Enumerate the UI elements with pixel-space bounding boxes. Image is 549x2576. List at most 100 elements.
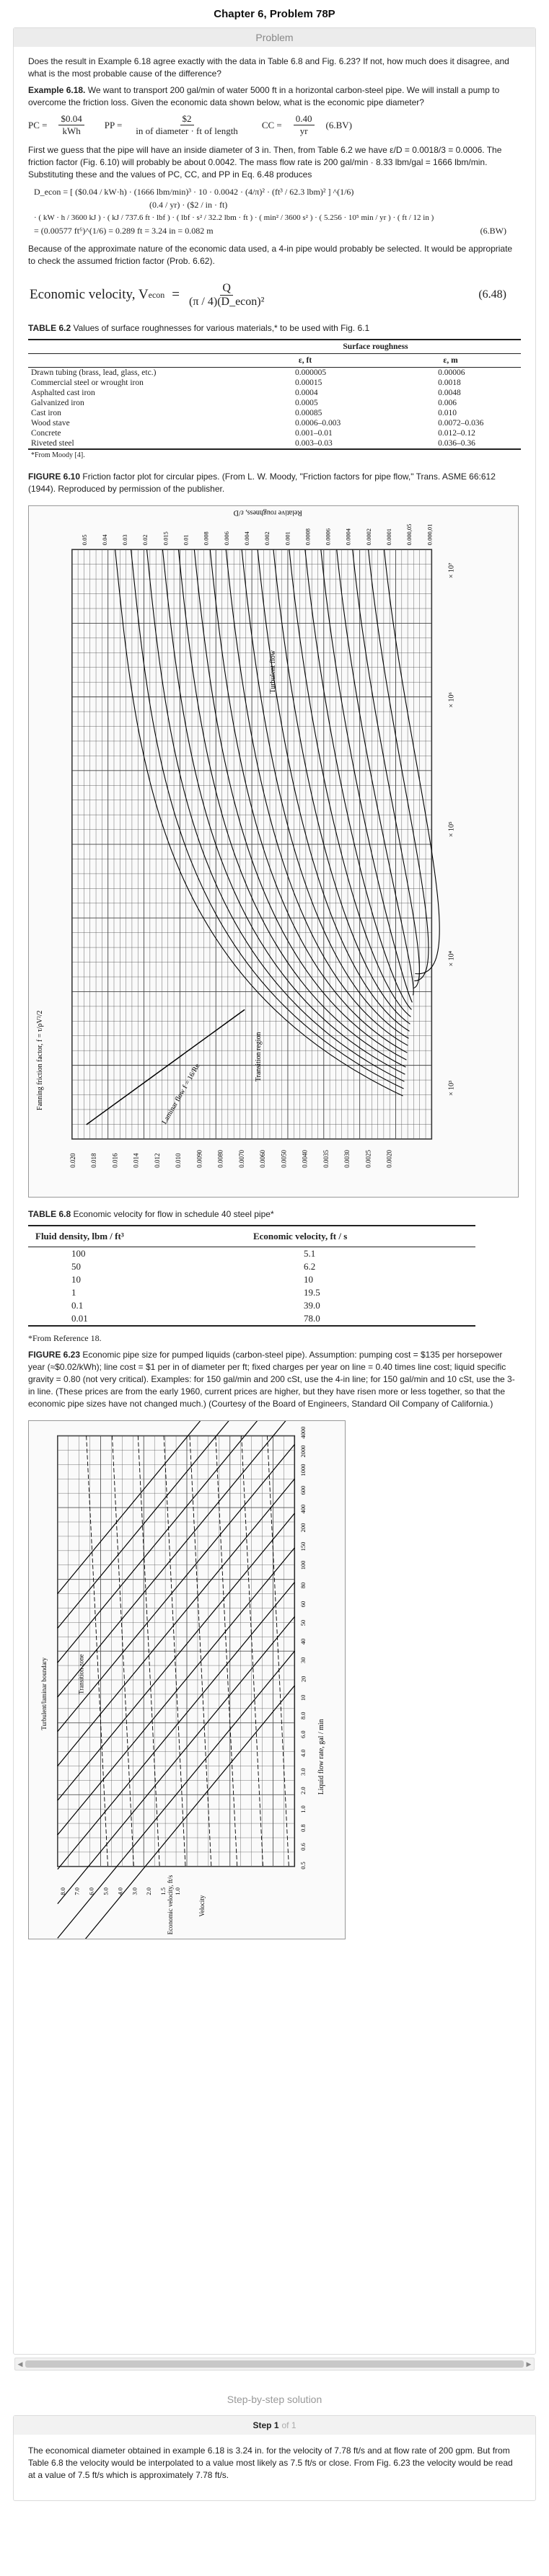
moody-roughness-curve: [131, 549, 404, 1089]
step-label: Step 1: [252, 2420, 279, 2430]
d-econ-line-3: · ( kW · h / 3600 kJ ) · ( kJ / 737.6 ft…: [34, 213, 434, 222]
moody-top-tick-label: 0.008: [203, 531, 210, 545]
econ-viscosity-line: [241, 1435, 263, 1867]
econ-pipe-size-line: [57, 1375, 295, 1663]
econ-right-tick-label: 3.0: [299, 1768, 307, 1776]
d-econ-result-line: = (0.00577 ft⁶)^(1/6) = 0.289 ft = 3.24 …: [34, 224, 521, 237]
table62-footnote: *From Moody [4].: [31, 451, 85, 459]
velocity-eq-sub: econ: [148, 289, 165, 300]
moody-left-tick-label: 0.0040: [302, 1150, 309, 1168]
pp-fraction: $2 in of diameter · ft of length: [136, 113, 238, 136]
moody-transition-label: Transition region: [255, 1032, 263, 1081]
table-row: Riveted steel 0.003–0.03 0.036–0.36: [31, 439, 475, 448]
table-row: Wood stave 0.0006–0.003 0.0072–0.036: [31, 419, 484, 428]
econ-right-tick-label: 8.0: [299, 1712, 307, 1719]
d-econ-result: = (0.00577 ft⁶)^(1/6) = 0.289 ft = 3.24 …: [34, 226, 214, 236]
econ-right-tick-label: 400: [299, 1505, 307, 1514]
econ-right-tick-label: 80: [299, 1583, 307, 1588]
moody-curves: [86, 549, 440, 1125]
moody-decade-label: × 10⁷: [447, 562, 455, 578]
moody-roughness-curve: [384, 549, 440, 975]
econ-bottom-tick-label: 4.0: [116, 1887, 123, 1895]
economic-pipe-size-chart: 4000 2000 1000 600 400 200 150 100 80 60 50 40 30 20 1…: [28, 1306, 346, 1973]
econ-lines: [57, 1306, 295, 1973]
econ-velocity-label: Velocity: [198, 1895, 206, 1916]
econ-viscosity-line: [112, 1435, 134, 1867]
moody-left-tick-label: 0.0035: [322, 1150, 330, 1168]
econ-pipe-size-line: [57, 1444, 295, 1732]
econ-grid: [57, 1435, 296, 1867]
table-row: 50 6.2: [71, 1261, 316, 1272]
moody-decade-label: × 10⁵: [447, 821, 455, 837]
fig610-caption: FIGURE 6.10 Friction factor plot for cir…: [28, 472, 496, 494]
moody-left-tick-label: 0.0090: [196, 1150, 203, 1168]
moody-left-axis-label: Fanning friction factor, f = τ/ρV²/2: [36, 1010, 44, 1110]
econ-right-tick-label: 100: [299, 1561, 307, 1570]
problem-content[interactable]: Does the result in Example 6.18 agree ex…: [14, 47, 535, 2354]
moody-roughness-curve: [320, 549, 413, 1003]
moody-top-tick-label: 0.0001: [385, 528, 392, 545]
table-row: Asphalted cast iron 0.0004 0.0048: [31, 389, 461, 397]
table-6-2: Surface roughness ε, ft ε, m Drawn tubin…: [28, 339, 521, 461]
table62-col-m: ε, m: [443, 356, 458, 365]
econ-right-tick-label: 150: [299, 1542, 307, 1552]
velocity-eq-fraction: Q (π / 4)(D_econ)²: [189, 281, 265, 308]
econ-pipe-size-line: [57, 1478, 295, 1766]
moody-left-tick-label: 0.0080: [217, 1150, 224, 1168]
moody-decade-label: × 10⁴: [447, 950, 455, 966]
moody-top-tick-label: 0.002: [263, 531, 271, 545]
horizontal-scrollbar[interactable]: ◀ ▶: [14, 2358, 535, 2371]
step-of: of 1: [281, 2420, 297, 2430]
scrollbar-thumb[interactable]: [25, 2360, 524, 2368]
guess-paragraph: First we guess that the pipe will have a…: [28, 145, 502, 180]
econ-right-tick-label: 4000: [299, 1427, 307, 1439]
econ-bottom-tick-label: 8.0: [59, 1887, 66, 1895]
table-row: 10 10: [71, 1274, 313, 1285]
moody-left-tick-label: 0.010: [175, 1153, 182, 1168]
cc-lhs: CC =: [261, 119, 282, 130]
moody-left-tick-label: 0.018: [90, 1153, 97, 1168]
eq-tag-6bw: (6.BW): [480, 226, 506, 236]
example-text: We want to transport 200 gal/min of wate…: [28, 85, 500, 107]
table-row: Drawn tubing (brass, lead, glass, etc.) 0…: [31, 368, 465, 377]
moody-top-tick-label: 0.03: [121, 534, 128, 545]
moody-top-tick-label: 0.0002: [365, 528, 372, 545]
econ-left-axis-label: Economic velocity, ft/s: [167, 1875, 174, 1934]
econ-right-tick-label: 600: [299, 1486, 307, 1495]
moody-left-tick-label: 0.020: [69, 1153, 76, 1168]
econ-viscosity-line: [137, 1435, 160, 1867]
table62-group-header: Surface roughness: [230, 340, 521, 354]
moody-top-tick-label: 0.0008: [304, 528, 311, 545]
table-row: Commercial steel or wrought iron 0.00015 0…: [31, 379, 461, 387]
moody-top-tick-label: 0.006: [223, 531, 230, 545]
moody-left-tick-label: 0.0025: [364, 1150, 372, 1168]
moody-decade-label: × 10⁶: [447, 692, 455, 708]
scroll-left-icon[interactable]: ◀: [17, 2360, 23, 2368]
econ-right-tick-label: 2000: [299, 1446, 307, 1458]
econ-bottom-tick-label: 2.0: [145, 1887, 152, 1895]
econ-right-tick-label: 2.0: [299, 1787, 307, 1794]
econ-right-tick-label: 200: [299, 1523, 307, 1533]
econ-pipe-size-line: [57, 1616, 295, 1904]
moody-top-tick-label: 0.000,01: [426, 524, 433, 546]
econ-right-tick-label: 6.0: [299, 1730, 307, 1738]
moody-left-ticks: 0.020 0.018 0.016 0.014 0.012 0.010 0.0090 0.00…: [69, 1150, 393, 1168]
econ-right-axis-label: Liquid flow rate, gal / min: [317, 1719, 325, 1794]
step-card: Step 1 of 1 The economical diameter obta…: [13, 2415, 536, 2501]
table68-caption: TABLE 6.8 Economic velocity for flow in …: [28, 1209, 274, 1219]
econ-right-tick-label: 0.5: [299, 1862, 307, 1869]
moody-roughness-curve: [225, 549, 408, 1046]
moody-top-tick-label: 0.001: [284, 531, 291, 545]
econ-bottom-ticks: 8.0 7.0 6.0 5.0 4.0 3.0 2.0 1.5 1.0: [59, 1887, 181, 1895]
table-row: 0.01 78.0: [28, 1312, 475, 1326]
moody-top-tick-label: 0.015: [162, 531, 169, 545]
moody-left-tick-label: 0.0050: [280, 1150, 287, 1168]
econ-viscosity-line: [267, 1435, 289, 1867]
scroll-right-icon[interactable]: ▶: [526, 2360, 532, 2368]
moody-laminar-line: [86, 1009, 245, 1125]
d-econ-line-2: (0.4 / yr) · ($2 / in · ft): [149, 200, 228, 210]
econ-transition-label: Transition zone: [78, 1654, 85, 1694]
table68-col-density: Fluid density, lbm / ft³: [35, 1231, 124, 1241]
moody-chart: Fanning friction factor, f = τ/ρV²/2 Rel…: [28, 505, 519, 1198]
